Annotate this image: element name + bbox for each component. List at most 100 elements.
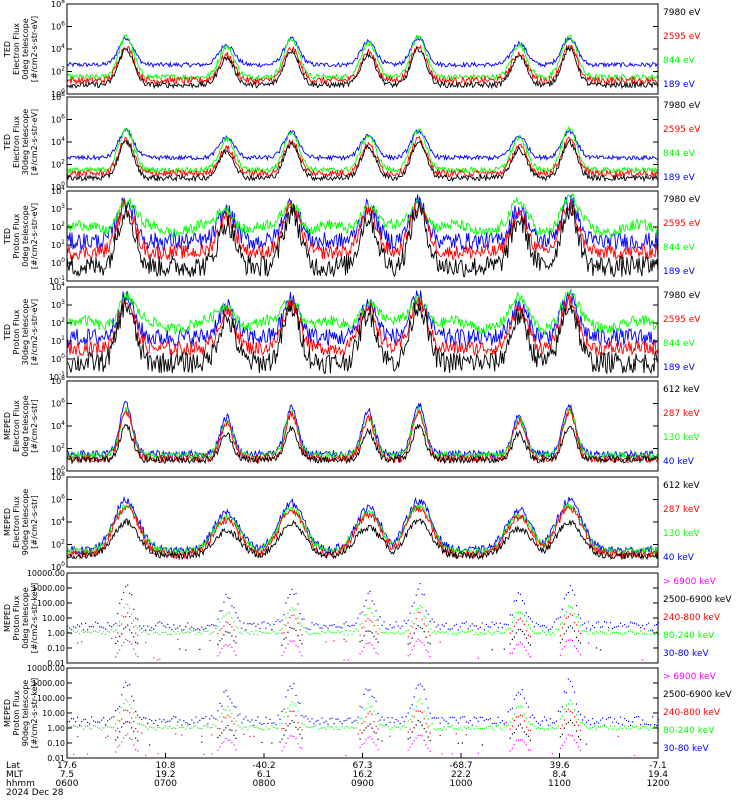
data-point bbox=[577, 640, 580, 642]
data-point bbox=[119, 635, 121, 637]
data-point bbox=[561, 608, 563, 610]
series-2500-6900-kev bbox=[115, 719, 588, 746]
data-point bbox=[567, 639, 569, 641]
data-point bbox=[491, 727, 493, 729]
x-tick-hhmm: 0800 bbox=[253, 779, 276, 789]
data-point bbox=[369, 723, 371, 725]
data-point bbox=[423, 728, 425, 730]
data-point bbox=[395, 632, 397, 634]
data-point bbox=[109, 625, 111, 627]
data-point bbox=[113, 624, 115, 626]
x-tick-lat: 17.6 bbox=[57, 761, 77, 771]
data-point bbox=[351, 633, 353, 636]
data-point bbox=[619, 716, 622, 718]
data-point bbox=[293, 710, 295, 712]
legend-entry: 80-240 keV bbox=[663, 631, 715, 641]
data-point bbox=[525, 702, 527, 704]
data-point bbox=[223, 601, 225, 603]
data-point bbox=[493, 632, 495, 634]
data-point bbox=[463, 716, 465, 718]
data-point bbox=[309, 634, 311, 636]
data-point bbox=[99, 721, 101, 723]
data-point bbox=[411, 731, 413, 733]
data-point bbox=[585, 627, 588, 629]
data-point bbox=[131, 594, 133, 596]
legend-entry: 844 eV bbox=[663, 149, 696, 159]
data-point bbox=[391, 632, 393, 634]
data-point bbox=[565, 738, 567, 740]
data-point bbox=[642, 625, 644, 627]
data-point bbox=[289, 723, 291, 725]
legend-entry: 844 eV bbox=[663, 243, 696, 253]
legend-entry: 7980 eV bbox=[663, 195, 701, 205]
x-row-label: Lat bbox=[6, 761, 21, 771]
legend-entry: 287 keV bbox=[663, 505, 700, 515]
data-point bbox=[607, 627, 610, 629]
y-tick-label: 1.00 bbox=[47, 724, 65, 733]
data-point bbox=[429, 655, 431, 658]
series-80-240-kev bbox=[67, 698, 660, 731]
data-point bbox=[638, 632, 640, 634]
data-point bbox=[225, 631, 227, 633]
data-point bbox=[425, 636, 427, 638]
data-point bbox=[357, 617, 359, 619]
data-point bbox=[469, 630, 471, 632]
data-point bbox=[265, 716, 267, 718]
data-point bbox=[319, 634, 321, 636]
data-point bbox=[473, 728, 475, 730]
data-point bbox=[605, 621, 608, 624]
data-point bbox=[648, 630, 650, 632]
data-point bbox=[359, 653, 361, 655]
data-point bbox=[523, 633, 525, 635]
data-point bbox=[441, 753, 443, 755]
data-point bbox=[421, 618, 423, 620]
data-point bbox=[195, 629, 197, 631]
data-point bbox=[343, 727, 345, 729]
data-point bbox=[293, 614, 295, 616]
data-point bbox=[243, 733, 245, 735]
data-point bbox=[630, 630, 632, 632]
data-point bbox=[563, 691, 565, 693]
data-point bbox=[231, 646, 233, 648]
y-tick-label: 103 bbox=[51, 299, 65, 310]
data-point bbox=[409, 746, 411, 748]
data-point bbox=[495, 725, 497, 727]
data-point bbox=[371, 621, 373, 623]
y-axis-label-line: 90deg telescope bbox=[21, 489, 30, 556]
data-point bbox=[523, 731, 525, 733]
data-point bbox=[359, 738, 361, 740]
data-point bbox=[523, 741, 525, 743]
data-point bbox=[619, 622, 622, 624]
data-point bbox=[255, 719, 257, 721]
data-point bbox=[421, 711, 423, 713]
legend-entry: 30-80 keV bbox=[663, 744, 709, 754]
data-point bbox=[275, 727, 277, 729]
data-point bbox=[75, 725, 77, 727]
data-point bbox=[503, 623, 505, 625]
data-point bbox=[155, 719, 157, 721]
data-point bbox=[515, 632, 517, 634]
data-point bbox=[305, 715, 307, 717]
data-point bbox=[521, 689, 523, 691]
data-point bbox=[541, 625, 543, 627]
data-point bbox=[359, 641, 361, 643]
x-tick-mlt: 19.2 bbox=[155, 770, 175, 780]
data-point bbox=[299, 622, 301, 624]
data-point bbox=[411, 626, 413, 628]
data-point bbox=[555, 618, 557, 620]
data-point bbox=[549, 633, 551, 636]
data-point bbox=[529, 729, 531, 732]
data-point bbox=[167, 633, 169, 635]
data-point bbox=[469, 625, 471, 627]
data-point bbox=[577, 650, 580, 653]
data-point bbox=[365, 688, 367, 690]
data-point bbox=[557, 629, 559, 631]
data-point bbox=[569, 625, 572, 627]
data-point bbox=[473, 633, 475, 636]
data-point bbox=[409, 718, 411, 720]
data-point bbox=[587, 728, 590, 730]
data-point bbox=[91, 716, 93, 718]
data-point bbox=[259, 728, 261, 730]
data-point bbox=[283, 632, 285, 634]
